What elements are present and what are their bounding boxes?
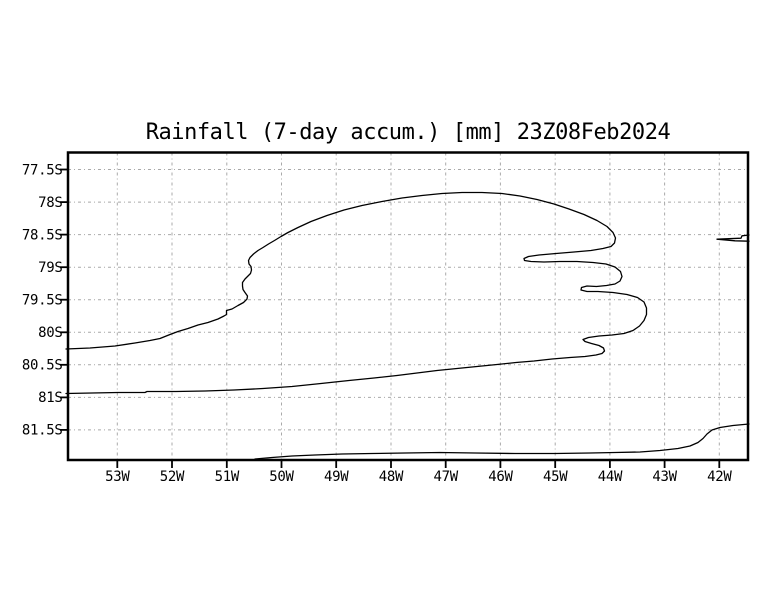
x-tick-label-52W: 52W	[160, 469, 185, 485]
y-tick-label-77.5S: 77.5S	[22, 162, 63, 178]
y-tick-label-78S: 78S	[38, 195, 62, 211]
y-tick-label-81S: 81S	[38, 390, 62, 406]
x-tick-label-51W: 51W	[215, 469, 240, 485]
y-tick-label-78.5S: 78.5S	[22, 227, 63, 243]
x-tick-label-43W: 43W	[652, 469, 677, 485]
grid-layer	[68, 152, 748, 460]
x-tick-label-53W: 53W	[105, 469, 130, 485]
x-tick-label-42W: 42W	[707, 469, 732, 485]
x-tick-label-47W: 47W	[434, 469, 459, 485]
plot-frame	[66, 151, 750, 462]
y-tick-label-79.5S: 79.5S	[22, 293, 63, 309]
x-tick-label-45W: 45W	[543, 469, 568, 485]
x-tick-label-46W: 46W	[488, 469, 513, 485]
x-tick-label-44W: 44W	[598, 469, 623, 485]
chart-title: Rainfall (7-day accum.) [mm] 23Z08Feb202…	[146, 120, 671, 145]
contour-east-edge-rainfall-contour	[716, 234, 750, 242]
contour-south-rainfall-contour	[254, 423, 750, 460]
x-tick-label-48W: 48W	[379, 469, 404, 485]
x-tick-label-50W: 50W	[269, 469, 294, 485]
y-tick-label-81.5S: 81.5S	[22, 423, 63, 439]
x-tick-label-49W: 49W	[324, 469, 349, 485]
plot-frame-layer	[66, 151, 750, 462]
y-tick-label-80.5S: 80.5S	[22, 358, 63, 374]
contour-layer	[65, 191, 750, 460]
y-tick-label-80S: 80S	[38, 325, 62, 341]
contour-main-rainfall-contour	[65, 191, 648, 395]
y-tick-label-79S: 79S	[38, 260, 62, 276]
axis-layer: 77.5S 78S 78.5S 79S 79.5S 80S 80.5S 81S 81.5S 53W…	[22, 162, 733, 485]
